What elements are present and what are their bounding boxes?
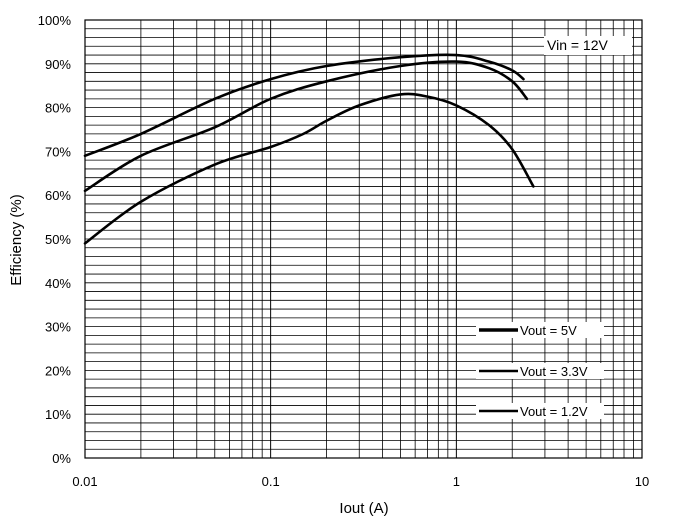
series-line-vout-5v <box>83 53 525 158</box>
y-tick-label: 50% <box>45 232 71 247</box>
x-tick-label: 0.1 <box>262 474 280 489</box>
x-tick-label: 10 <box>635 474 649 489</box>
y-tick-label: 80% <box>45 101 71 116</box>
y-tick-label: 20% <box>45 363 71 378</box>
tick-labels: 0% 10% 20% 30% 40% 50% 60% 70% 80% 90% 100% 0.01 0.1… <box>38 13 649 489</box>
y-tick-label: 30% <box>45 320 71 335</box>
plot-frame <box>84 19 643 459</box>
y-tick-label: 60% <box>45 188 71 203</box>
vin-annotation: Vin = 12V <box>547 37 609 53</box>
series-lines <box>83 53 535 245</box>
y-tick-label: 0% <box>52 451 71 466</box>
y-tick-label: 40% <box>45 276 71 291</box>
series-line-vout-3v3 <box>83 60 529 193</box>
y-axis-title: Efficiency (%) <box>8 194 25 285</box>
y-tick-label: 10% <box>45 407 71 422</box>
vin-annotation-background <box>544 36 632 55</box>
legend: Vout = 5V Vout = 3.3V Vout = 1.2V <box>476 322 604 419</box>
x-tick-label: 1 <box>453 474 460 489</box>
x-axis-title: Iout (A) <box>339 500 388 517</box>
series-line-vout-1v2 <box>83 92 535 245</box>
legend-entry-background <box>476 322 604 338</box>
legend-label: Vout = 1.2V <box>520 404 588 419</box>
legend-entry-background <box>476 363 604 379</box>
y-tick-label: 70% <box>45 144 71 159</box>
y-tick-label: 100% <box>38 13 72 28</box>
legend-label: Vout = 5V <box>520 323 577 338</box>
legend-entry-background <box>476 403 604 419</box>
y-tick-label: 90% <box>45 57 71 72</box>
legend-label: Vout = 3.3V <box>520 364 588 379</box>
x-tick-label: 0.01 <box>72 474 97 489</box>
